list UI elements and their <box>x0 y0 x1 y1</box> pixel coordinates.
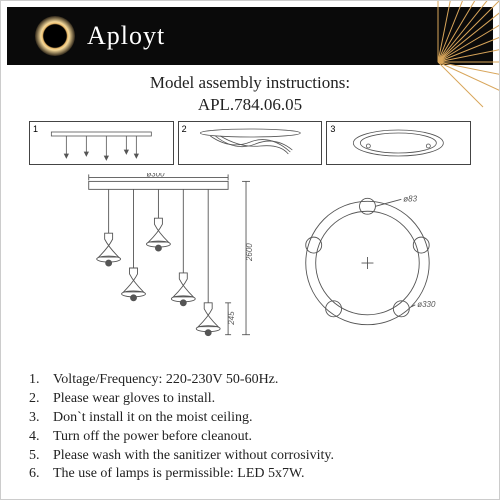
model-number: APL.784.06.05 <box>1 95 499 115</box>
brand-name: Aployt <box>87 21 165 51</box>
svg-text:2600: 2600 <box>245 243 254 262</box>
svg-text:ø83: ø83 <box>403 194 417 203</box>
instruction-text: The use of lamps is permissible: LED 5x7… <box>53 465 304 484</box>
svg-text:ø300: ø300 <box>146 173 165 178</box>
step-2-illustration <box>179 122 322 164</box>
instruction-text: Please wear gloves to install. <box>53 390 215 409</box>
instruction-item: 4.Turn off the power before cleanout. <box>29 428 471 447</box>
step-1-illustration <box>30 122 173 164</box>
eclipse-logo-icon <box>35 16 75 56</box>
svg-text:ø330: ø330 <box>417 300 436 309</box>
step-3-illustration <box>327 122 470 164</box>
instruction-item: 5.Please wash with the sanitizer without… <box>29 447 471 466</box>
step-number: 3 <box>330 124 335 134</box>
title-line1: Model assembly instructions: <box>1 73 499 93</box>
step-1: 1 <box>29 121 174 165</box>
main-diagram: ø300 <box>29 173 471 361</box>
instruction-item: 6.The use of lamps is permissible: LED 5… <box>29 465 471 484</box>
instruction-sheet: Aployt Model assembly instructions: <box>0 0 500 500</box>
step-3: 3 <box>326 121 471 165</box>
instruction-item: 2.Please wear gloves to install. <box>29 390 471 409</box>
title-block: Model assembly instructions: APL.784.06.… <box>1 73 499 115</box>
svg-text:245: 245 <box>227 311 236 326</box>
step-number: 1 <box>33 124 38 134</box>
instruction-text: Turn off the power before cleanout. <box>53 428 252 447</box>
instruction-text: Please wash with the sanitizer without c… <box>53 447 334 466</box>
step-2: 2 <box>178 121 323 165</box>
header-band: Aployt <box>7 7 493 65</box>
instructions-list: 1.Voltage/Frequency: 220-230V 50-60Hz. 2… <box>29 371 471 484</box>
assembly-steps-row: 1 2 <box>29 121 471 165</box>
instruction-item: 1.Voltage/Frequency: 220-230V 50-60Hz. <box>29 371 471 390</box>
instruction-text: Don`t install it on the moist ceiling. <box>53 409 252 428</box>
step-number: 2 <box>182 124 187 134</box>
instruction-item: 3.Don`t install it on the moist ceiling. <box>29 409 471 428</box>
sunburst-icon <box>363 0 500 137</box>
instruction-text: Voltage/Frequency: 220-230V 50-60Hz. <box>53 371 278 390</box>
